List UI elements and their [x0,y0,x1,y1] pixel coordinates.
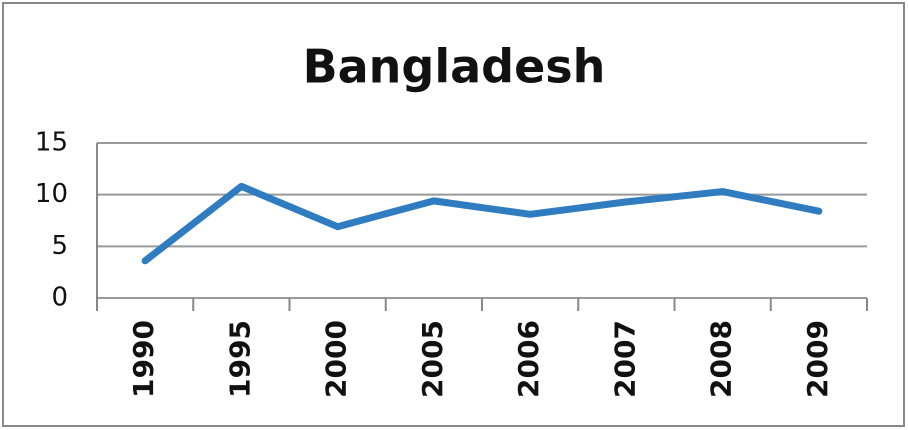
x-tick-label: 2000 [320,320,353,398]
y-tick-label: 0 [51,283,68,313]
x-tick-label: 2008 [705,320,738,398]
chart-title: Bangladesh [303,40,606,94]
y-tick-label: 10 [35,179,68,209]
x-tick-label: 1990 [127,320,160,398]
data-line [141,182,823,265]
x-tick-label: 2006 [512,320,545,398]
x-tick-label: 2009 [801,320,834,398]
y-tick-label: 15 [35,128,68,158]
x-tick-label: 2007 [608,320,641,398]
x-tick-label: 2005 [416,320,449,398]
x-tick-label: 1995 [223,320,256,398]
y-tick-label: 5 [51,231,68,261]
